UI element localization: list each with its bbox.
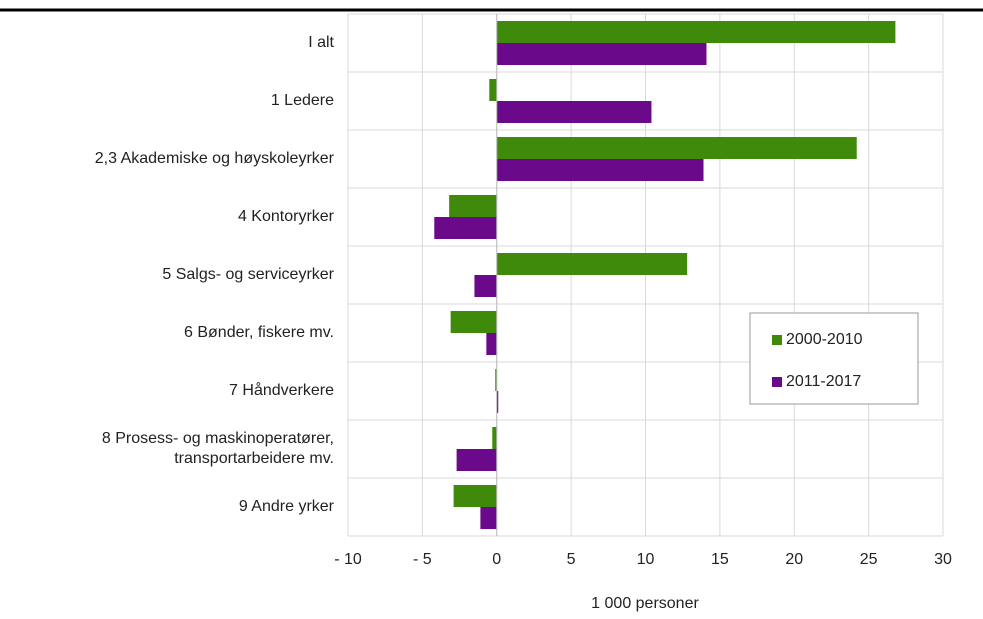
- x-tick-label: 10: [637, 551, 655, 568]
- bar: [496, 159, 704, 181]
- bar: [453, 485, 497, 507]
- y-tick-label: 1 Ledere: [271, 92, 334, 109]
- bar: [486, 333, 497, 355]
- bar: [449, 195, 497, 217]
- bar: [496, 137, 857, 159]
- bar: [495, 369, 497, 391]
- y-tick-label: 2,3 Akademiske og høyskoleyrker: [95, 150, 335, 167]
- x-tick-label: - 10: [334, 551, 362, 568]
- legend-label: 2011-2017: [786, 373, 861, 390]
- bar: [489, 79, 497, 101]
- x-tick-label: 20: [785, 551, 803, 568]
- bar: [496, 21, 896, 43]
- label-line: transportarbeidere mv.: [174, 450, 334, 467]
- x-tick-label: 5: [567, 551, 576, 568]
- y-tick-label: 9 Andre yrker: [239, 498, 335, 515]
- legend-swatch: [772, 335, 782, 345]
- x-tick-label: 25: [860, 551, 878, 568]
- legend-box: [749, 312, 919, 405]
- x-tick-label: 15: [711, 551, 729, 568]
- y-tick-label: I alt: [308, 34, 334, 51]
- legend-label: 2000-2010: [786, 331, 863, 348]
- bar: [492, 427, 497, 449]
- bar: [474, 275, 497, 297]
- x-tick-label: 30: [934, 551, 952, 568]
- y-tick-label: 4 Kontoryrker: [238, 208, 335, 225]
- x-tick-label: 0: [492, 551, 501, 568]
- bar: [496, 391, 499, 413]
- bar: [496, 101, 652, 123]
- y-tick-label: 7 Håndverkere: [229, 381, 334, 399]
- y-tick-label: 5 Salgs- og serviceyrker: [162, 266, 334, 283]
- y-tick-label: 8 Prosess- og maskinoperatører, transport…: [102, 430, 334, 467]
- bar: [480, 507, 497, 529]
- bar: [450, 311, 497, 333]
- x-tick-label: - 5: [413, 551, 432, 568]
- bar: [456, 449, 497, 471]
- label-line: 8 Prosess- og maskinoperatører,: [102, 430, 334, 447]
- bar: [496, 253, 688, 275]
- x-axis-label: 1 000 personer: [591, 595, 699, 612]
- y-tick-label: 6 Bønder, fiskere mv.: [184, 324, 334, 341]
- legend-swatch: [772, 377, 782, 387]
- bar: [496, 43, 707, 65]
- bar: [434, 217, 497, 239]
